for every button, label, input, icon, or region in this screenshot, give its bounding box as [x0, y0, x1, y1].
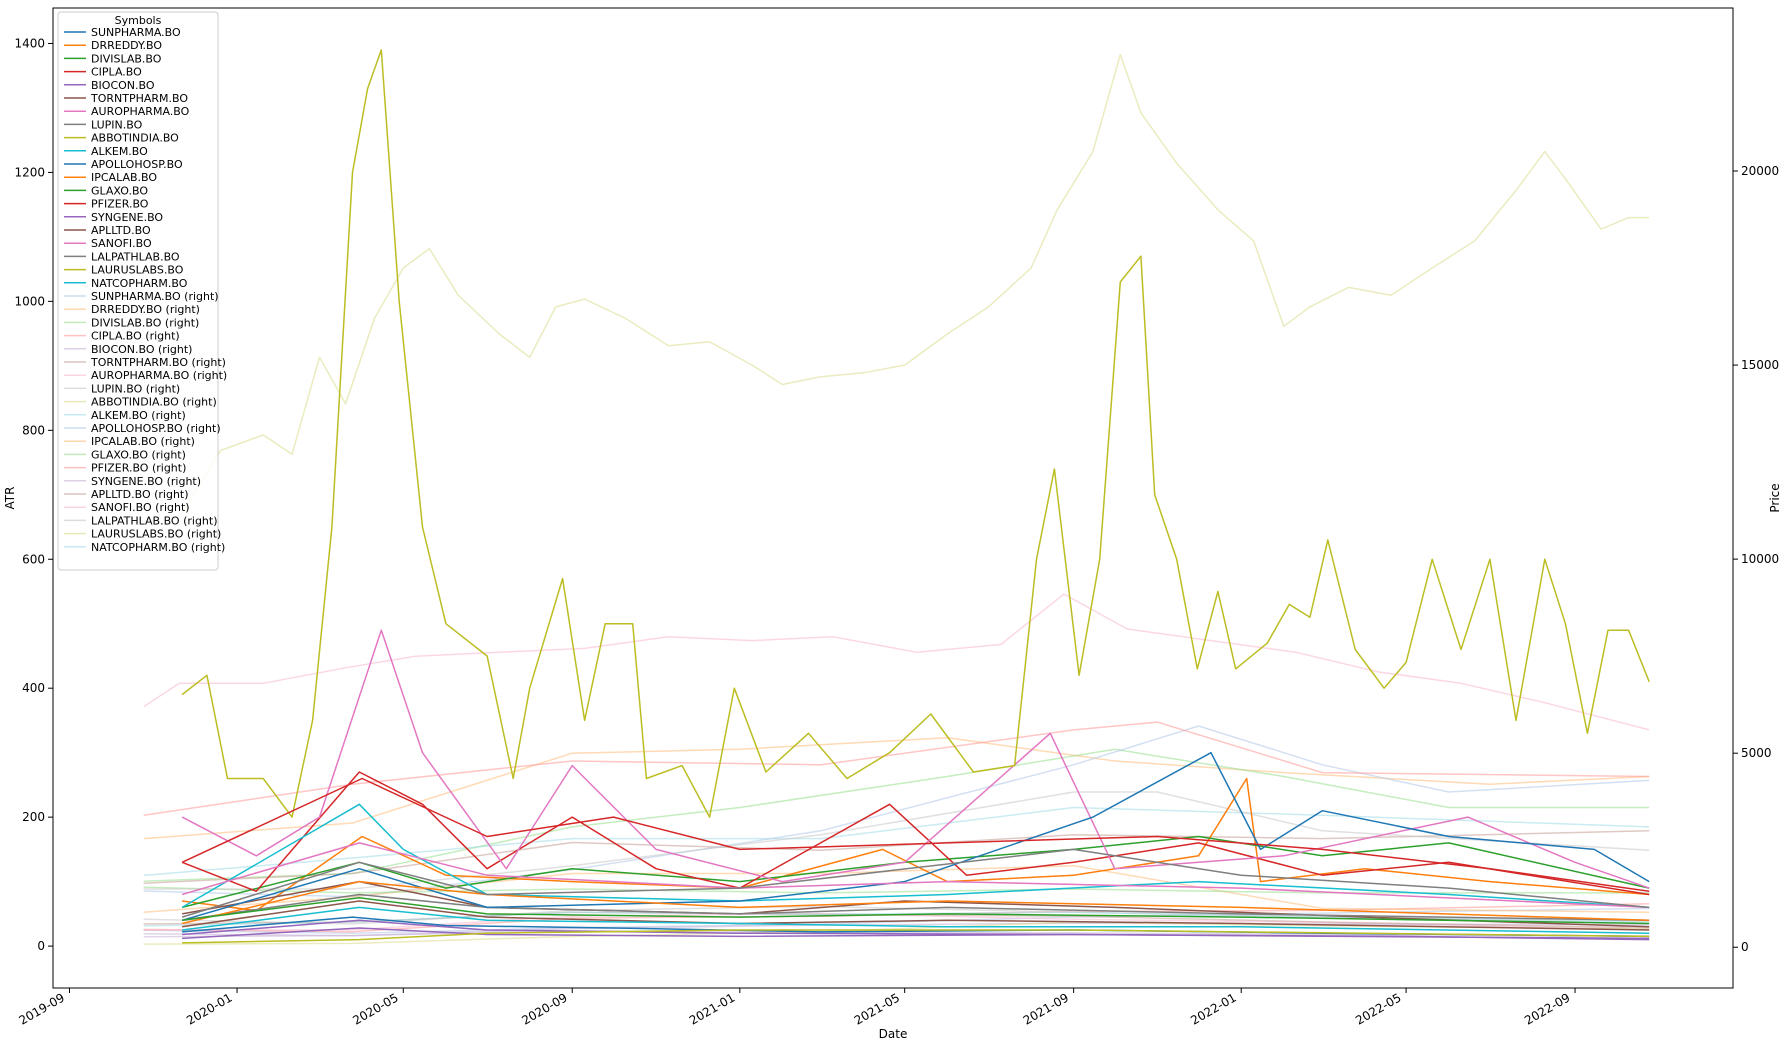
x-axis-label: Date: [879, 1027, 908, 1041]
y-axis-right: 0 5000 10000 15000 20000: [1733, 164, 1779, 954]
legend-label-lupin-bo: LUPIN.BO: [91, 118, 143, 131]
series-line-divislab-bo-right: [143, 748, 1650, 883]
series-line-ipcalab-bo-right: [143, 864, 1650, 914]
left-axis-series-group: [181, 49, 1650, 944]
legend-label-cipla-bo-right: CIPLA.BO (right): [91, 330, 180, 343]
legend-label-sunpharma-bo-right: SUNPHARMA.BO (right): [91, 290, 219, 303]
legend-label-divislab-bo: DIVISLAB.BO: [91, 52, 162, 65]
legend-label-apollohosp-bo: APOLLOHOSP.BO: [91, 158, 183, 171]
legend-label-lauruslabs-bo: LAURUSLABS.BO: [91, 264, 184, 277]
series-line-pfizer-bo-right: [143, 721, 1650, 817]
legend-label-drreddy-bo-right: DRREDDY.BO (right): [91, 303, 200, 316]
legend-label-cipla-bo: CIPLA.BO: [91, 66, 142, 79]
y-left-tick-label: 1200: [14, 165, 45, 179]
legend-label-sanofi-bo: SANOFI.BO: [91, 237, 152, 250]
legend-label-natcopharm-bo-right: NATCOPHARM.BO (right): [91, 541, 225, 554]
legend-label-drreddy-bo: DRREDDY.BO: [91, 39, 162, 52]
plot-frame: [52, 7, 1734, 989]
y-left-tick-label: 1400: [14, 36, 45, 50]
series-line-syngene-bo: [182, 927, 1650, 940]
y-left-tick-label: 200: [22, 810, 45, 824]
y-right-tick-label: 15000: [1741, 358, 1779, 372]
legend-label-ipcalab-bo: IPCALAB.BO: [91, 171, 157, 184]
y-left-tick-label: 800: [22, 423, 45, 437]
legend-label-lauruslabs-bo-right: LAURUSLABS.BO (right): [91, 528, 221, 541]
series-line-abbotindia-bo: [181, 49, 1650, 818]
series-line-pfizer-bo: [181, 777, 1650, 893]
legend-label-torntpharm-bo: TORNTPHARM.BO: [90, 92, 188, 105]
legend-label-pfizer-bo: PFIZER.BO: [91, 198, 149, 211]
y-right-tick-label: 5000: [1741, 746, 1772, 760]
y-left-tick-label: 600: [22, 552, 45, 566]
y-left-tick-label: 0: [37, 939, 45, 953]
legend-label-alkem-bo-right: ALKEM.BO (right): [91, 409, 186, 422]
series-line-ipcalab-bo: [181, 880, 1650, 925]
series-line-lauruslabs-bo: [182, 929, 1650, 944]
legend-label-pfizer-bo-right: PFIZER.BO (right): [91, 462, 186, 475]
series-line-abbotindia-bo-right: [181, 53, 1650, 513]
legend-label-natcopharm-bo: NATCOPHARM.BO: [91, 277, 188, 290]
legend-label-divislab-bo-right: DIVISLAB.BO (right): [91, 316, 199, 329]
legend-label-glaxo-bo-right: GLAXO.BO (right): [91, 448, 186, 461]
legend-label-syngene-bo: SYNGENE.BO: [91, 211, 163, 224]
series-line-sunpharma-bo-right: [143, 907, 1650, 935]
legend-label-lupin-bo-right: LUPIN.BO (right): [91, 382, 180, 395]
y-left-tick-label: 400: [22, 681, 45, 695]
y-right-tick-label: 20000: [1741, 164, 1779, 178]
series-line-sanofi-bo-right: [143, 593, 1650, 731]
series-line-apollohosp-bo: [181, 751, 1650, 922]
legend-label-torntpharm-bo-right: TORNTPHARM.BO (right): [90, 356, 226, 369]
legend-label-abbotindia-bo: ABBOTINDIA.BO: [91, 132, 179, 145]
y-left-tick-label: 1000: [14, 294, 45, 308]
legend-label-biocon-bo: BIOCON.BO: [91, 79, 155, 92]
series-line-lalpathlab-bo: [181, 848, 1650, 918]
legend-label-abbotindia-bo-right: ABBOTINDIA.BO (right): [91, 396, 217, 409]
y-right-tick-label: 0: [1741, 940, 1749, 954]
legend-label-auropharma-bo: AUROPHARMA.BO: [91, 105, 190, 118]
y-axis-right-label: Price: [1768, 483, 1782, 512]
legend-label-lalpathlab-bo-right: LALPATHLAB.BO (right): [91, 514, 218, 527]
legend-label-aplltd-bo: APLLTD.BO: [91, 224, 151, 237]
legend-label-aplltd-bo-right: APLLTD.BO (right): [91, 488, 189, 501]
series-line-torntpharm-bo-right: [143, 830, 1650, 884]
series-line-alkem-bo-right: [143, 806, 1650, 877]
legend-label-lalpathlab-bo: LALPATHLAB.BO: [91, 250, 180, 263]
series-line-natcopharm-bo-right: [143, 911, 1650, 927]
y-axis-left-label: ATR: [3, 487, 17, 510]
legend: Symbols SUNPHARMA.BODRREDDY.BODIVISLAB.B…: [57, 11, 227, 571]
legend-label-sunpharma-bo: SUNPHARMA.BO: [91, 26, 181, 39]
series-line-natcopharm-bo: [182, 906, 1650, 934]
legend-box: [57, 11, 219, 571]
series-line-glaxo-bo-right: [143, 886, 1650, 894]
legend-label-apollohosp-bo-right: APOLLOHOSP.BO (right): [91, 422, 221, 435]
legend-title: Symbols: [115, 14, 162, 27]
legend-label-auropharma-bo-right: AUROPHARMA.BO (right): [91, 369, 227, 382]
series-line-lupin-bo: [181, 893, 1650, 922]
legend-label-alkem-bo: ALKEM.BO: [91, 145, 148, 158]
y-right-tick-label: 10000: [1741, 552, 1779, 566]
legend-label-sanofi-bo-right: SANOFI.BO (right): [91, 501, 190, 514]
legend-label-glaxo-bo: GLAXO.BO: [91, 184, 148, 197]
legend-label-ipcalab-bo-right: IPCALAB.BO (right): [91, 435, 195, 448]
y-axis-left: 0 200 400 600 800 1000 1200 1400: [14, 36, 53, 953]
series-line-auropharma-bo: [181, 629, 1650, 889]
legend-label-syngene-bo-right: SYNGENE.BO (right): [91, 475, 201, 488]
legend-label-biocon-bo-right: BIOCON.BO (right): [91, 343, 192, 356]
series-line-glaxo-bo: [182, 896, 1650, 925]
